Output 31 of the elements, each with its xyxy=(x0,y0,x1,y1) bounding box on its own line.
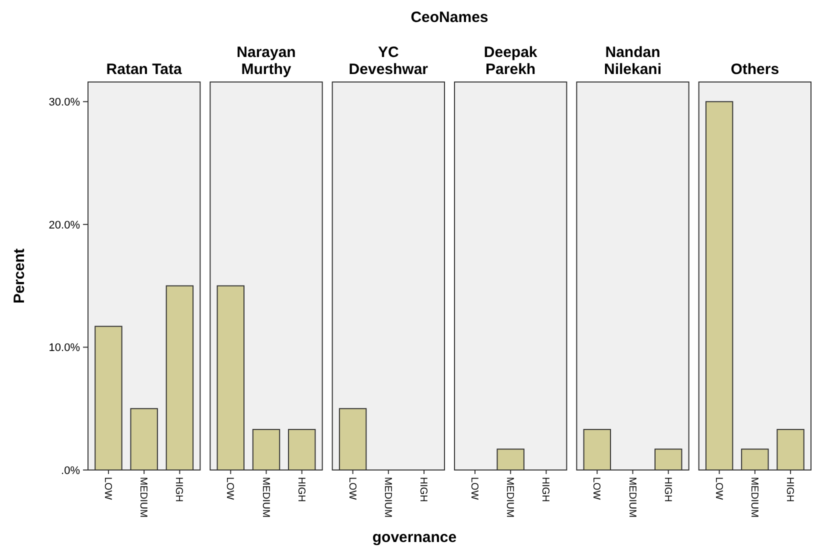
x-tick-label: MEDIUM xyxy=(382,477,393,518)
x-tick-label: HIGH xyxy=(295,477,306,502)
chart-title: Nandan Nilekani xyxy=(604,44,662,78)
x-tick-label: MEDIUM xyxy=(748,477,760,518)
y-tick-label: 10.0% xyxy=(48,342,80,354)
x-tick-label: MEDIUM xyxy=(260,477,271,518)
x-tick-label: LOW xyxy=(102,477,113,500)
x-tick-label: MEDIUM xyxy=(504,477,516,518)
x-tick-label: LOW xyxy=(346,477,358,500)
x-tick-label: MEDIUM xyxy=(138,477,149,518)
x-tick-label: HIGH xyxy=(418,477,429,502)
x-tick-label: HIGH xyxy=(173,477,184,502)
x-tick-label: HIGH xyxy=(540,477,551,502)
y-tick-label: 30.0% xyxy=(48,96,80,108)
x-tick-label: MEDIUM xyxy=(626,477,638,518)
chart-title: Deepak Parekh xyxy=(484,44,538,78)
x-tick-label: LOW xyxy=(590,477,602,500)
x-tick-label: LOW xyxy=(712,477,724,500)
y-axis-title: Percent xyxy=(11,248,28,304)
x-tick-label: LOW xyxy=(224,477,236,500)
chart-title: YC Deveshwar xyxy=(348,44,428,78)
x-tick-label: LOW xyxy=(468,477,480,500)
x-axis-title: governance xyxy=(372,529,457,546)
chart-title: Narayan Murthy xyxy=(236,44,296,78)
y-tick-label: .0% xyxy=(61,464,80,477)
chart-title: Others xyxy=(730,61,780,78)
text: CeoNames xyxy=(410,9,488,26)
x-tick-label: HIGH xyxy=(784,477,796,502)
chart-title: Ratan Tata xyxy=(106,61,183,78)
x-tick-label: HIGH xyxy=(662,477,673,502)
y-tick-label: 20.0% xyxy=(48,219,80,232)
